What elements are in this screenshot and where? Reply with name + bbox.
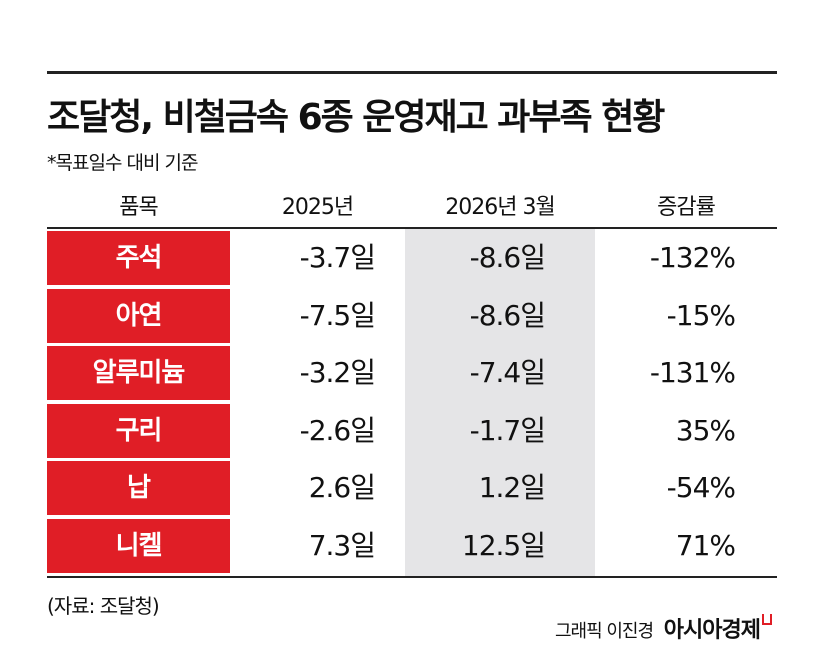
- column-header-item: 품목: [119, 195, 158, 220]
- value-2025-cell: -2.6일: [299, 413, 376, 447]
- table-row: 니켈 7.3일 12.5일 71%: [47, 519, 777, 573]
- value-2026-03-cell: 12.5일: [461, 529, 546, 562]
- item-cell: 니켈: [47, 519, 230, 573]
- value-2026-03-cell: -7.4일: [469, 356, 546, 390]
- item-cell: 납: [47, 461, 230, 516]
- bottom-rule: [47, 576, 777, 578]
- highlight-column: [405, 229, 595, 576]
- change-cell: 71%: [675, 529, 736, 562]
- change-cell: 35%: [675, 413, 736, 447]
- value-2026-03-cell: -8.6일: [469, 298, 546, 332]
- change-cell: -131%: [649, 356, 736, 390]
- table-row: 주석 -3.7일 -8.6일 -132%: [47, 231, 777, 285]
- column-header-change: 증감률: [657, 195, 716, 220]
- subtitle: *목표일수 대비 기준: [47, 152, 198, 174]
- column-header-2025: 2025년: [281, 195, 354, 220]
- table-row: 구리 -2.6일 -1.7일 35%: [47, 403, 777, 458]
- table-row: 아연 -7.5일 -8.6일 -15%: [47, 288, 777, 343]
- graphic-credit: 그래픽 이진경: [554, 621, 654, 642]
- credit: 그래픽 이진경 아시아경제: [555, 612, 772, 644]
- logo-mark-icon: [762, 614, 772, 625]
- page-title: 조달청, 비철금속 6종 운영재고 과부족 현황: [47, 97, 665, 138]
- value-2025-cell: -3.2일: [299, 356, 376, 390]
- value-2026-03-cell: 1.2일: [478, 471, 546, 505]
- item-cell: 주석: [47, 231, 230, 285]
- value-2026-03-cell: -8.6일: [469, 241, 546, 274]
- publisher-logo: 아시아경제: [663, 618, 761, 643]
- top-rule: [47, 71, 777, 74]
- header-rule: [47, 227, 777, 229]
- value-2026-03-cell: -1.7일: [469, 413, 546, 447]
- change-cell: -54%: [666, 471, 736, 505]
- value-2025-cell: 2.6일: [308, 471, 376, 505]
- table-row: 납 2.6일 1.2일 -54%: [47, 461, 777, 516]
- value-2025-cell: -3.7일: [299, 241, 376, 274]
- value-2025-cell: -7.5일: [299, 298, 376, 332]
- item-cell: 구리: [47, 403, 230, 458]
- value-2025-cell: 7.3일: [308, 529, 376, 562]
- item-cell: 알루미늄: [47, 346, 230, 401]
- source-note: (자료: 조달청): [47, 594, 160, 618]
- column-header-2026-03: 2026년 3월: [445, 195, 555, 220]
- change-cell: -15%: [666, 298, 736, 332]
- item-cell: 아연: [47, 288, 230, 343]
- table-row: 알루미늄 -3.2일 -7.4일 -131%: [47, 346, 777, 401]
- change-cell: -132%: [649, 241, 736, 274]
